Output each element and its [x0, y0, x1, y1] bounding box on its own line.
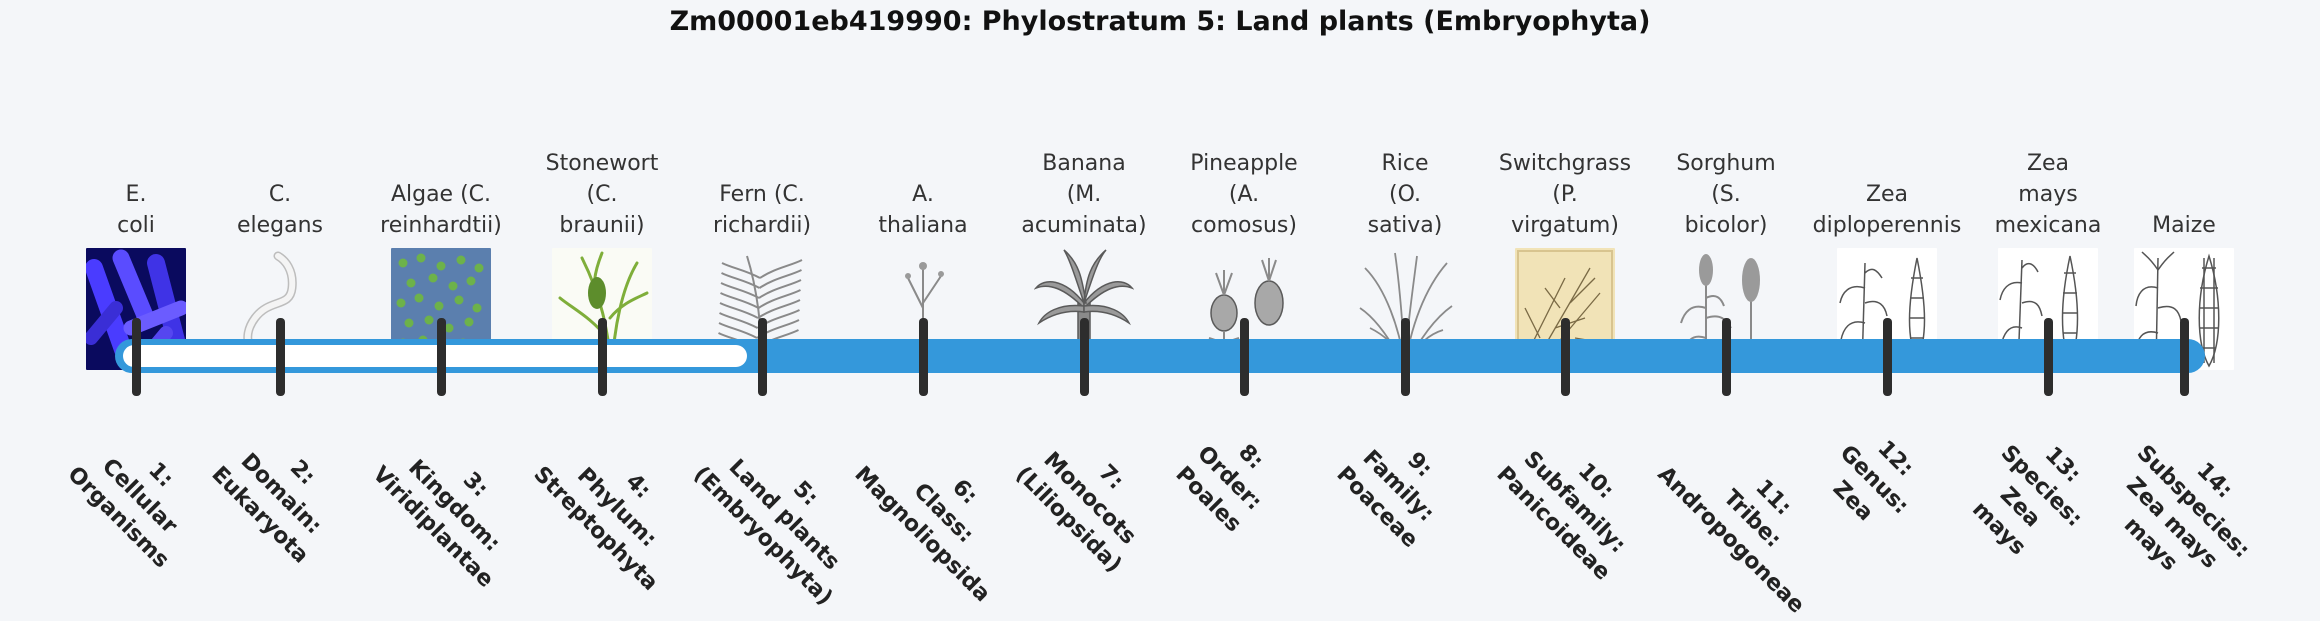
organism-name: C. elegans	[205, 179, 355, 241]
stage-label: 5: Land plants (Embryophyta)	[686, 418, 881, 613]
organism-name-line: diploperennis	[1812, 213, 1962, 238]
organism-name-line: sativa)	[1367, 213, 1443, 238]
organism-name: Algae (C. reinhardtii)	[366, 179, 516, 241]
stage-label: 13: Species: Zea mays	[1951, 418, 2109, 576]
stage-label: 14: Subspecies: Zea mays mays	[2087, 418, 2277, 608]
organism-name-line: thaliana	[878, 213, 968, 238]
organism-name-line: A.	[912, 182, 934, 207]
stage-tick	[1561, 318, 1570, 396]
stage-tick	[598, 318, 607, 396]
stage-tick	[132, 318, 141, 396]
organism-name-line: Rice	[1381, 151, 1429, 176]
organism-name: Sorghum (S. bicolor)	[1651, 148, 1801, 241]
organism-name-line: Maize	[2152, 213, 2216, 238]
stage-label: 11: Tribe: Andropogoneae	[1650, 418, 1853, 621]
organism-name-line: Fern (C.	[719, 182, 805, 207]
stage-label: 1: Cellular Organisms	[60, 418, 217, 575]
stage-tick	[437, 318, 446, 396]
organism-name-line: Banana	[1042, 151, 1126, 176]
organism-name-line: Sorghum	[1676, 151, 1776, 176]
stage-tick	[2044, 318, 2053, 396]
organism-name-line: comosus)	[1191, 213, 1297, 238]
stage-tick	[1401, 318, 1410, 396]
stage-label: 6: Class: Magnoliopsida	[847, 418, 1038, 609]
organism-name: E. coli	[61, 179, 211, 241]
organism-name-line: Algae (C.	[390, 182, 492, 207]
organism-name: Rice (O. sativa)	[1330, 148, 1480, 241]
organism-name-line: braunii)	[559, 213, 645, 238]
organism-name-line: (M.	[1066, 182, 1102, 207]
organism-name-line: E.	[125, 182, 147, 207]
organism-name: Stonewort (C. braunii)	[527, 148, 677, 241]
organism-name-line: (A.	[1228, 182, 1260, 207]
stage-tick	[1080, 318, 1089, 396]
stage-label: 3: Kingdom: Viridiplantae	[365, 418, 542, 595]
organism-name: Zea diploperennis	[1812, 179, 1962, 241]
organism-name-line: C.	[268, 182, 292, 207]
stage-tick	[919, 318, 928, 396]
stage-label: 7: Monocots (Liliopsida)	[1008, 418, 1170, 580]
organism-name-line: (C.	[586, 182, 618, 207]
organism-name-line: virgatum)	[1511, 213, 1619, 238]
phylostrata-bar-unfilled	[123, 345, 747, 367]
organism-name-line: bicolor)	[1684, 213, 1768, 238]
stage-label: 8: Order: Poales	[1168, 418, 1289, 539]
stage-label: 4: Phylum: Streptophyta	[526, 418, 706, 598]
organism-name-line: mays	[2018, 182, 2078, 207]
chart-title: Zm00001eb419990: Phylostratum 5: Land pl…	[669, 6, 1651, 37]
organism-name-line: Pineapple	[1190, 151, 1298, 176]
stage-tick	[1722, 318, 1731, 396]
stage-label: 10: Subfamily: Panicoideae	[1489, 418, 1659, 588]
stage-label: 12: Genus: Zea	[1811, 418, 1936, 543]
organism-name-line: richardii)	[712, 213, 812, 238]
organism-name: Maize	[2109, 210, 2259, 241]
stage-tick	[1240, 318, 1249, 396]
organism-name-line: Stonewort	[545, 151, 659, 176]
stage-tick	[2180, 318, 2189, 396]
organism-name-line: (P.	[1552, 182, 1578, 207]
organism-name-line: coli	[117, 213, 155, 238]
organism-name-line: Zea	[2026, 151, 2070, 176]
stage-tick	[276, 318, 285, 396]
organism-name-line: Switchgrass	[1498, 151, 1632, 176]
organism-name-line: reinhardtii)	[380, 213, 502, 238]
organism-name-line: mexicana	[1994, 213, 2102, 238]
organism-name-line: (O.	[1388, 182, 1421, 207]
stage-label: 2: Domain: Eukaryota	[204, 418, 357, 571]
stage-label: 9: Family: Poaceae	[1329, 418, 1466, 555]
organism-name-line: (S.	[1711, 182, 1741, 207]
stage-tick	[758, 318, 767, 396]
organism-name: Fern (C. richardii)	[687, 179, 837, 241]
organism-name: A. thaliana	[848, 179, 998, 241]
organism-name-line: elegans	[236, 213, 324, 238]
organism-name-line: Zea	[1865, 182, 1909, 207]
organism-name: Switchgrass (P. virgatum)	[1490, 148, 1640, 241]
organism-name: Zea mays mexicana	[1973, 148, 2123, 241]
organism-name: Pineapple (A. comosus)	[1169, 148, 1319, 241]
stage-tick	[1883, 318, 1892, 396]
organism-name-line: acuminata)	[1021, 213, 1147, 238]
organism-name: Banana (M. acuminata)	[1009, 148, 1159, 241]
